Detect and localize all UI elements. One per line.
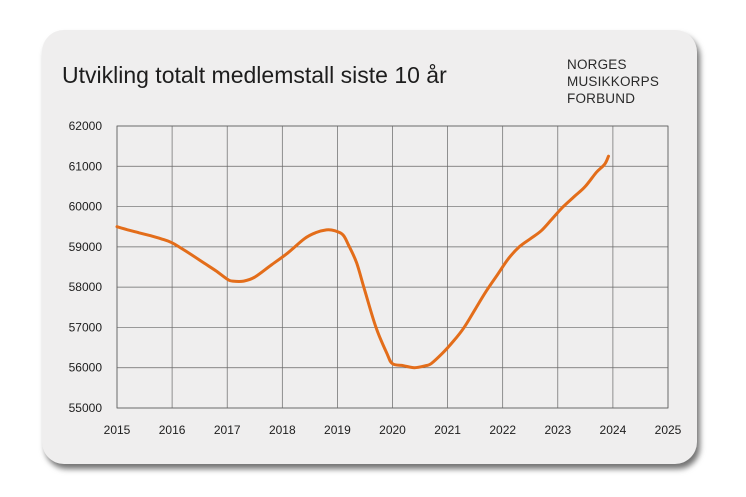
y-tick-label: 62000 bbox=[69, 119, 103, 133]
x-tick-label: 2023 bbox=[544, 423, 571, 437]
series-line-medlemstall bbox=[115, 154, 610, 370]
y-tick-label: 55000 bbox=[69, 401, 103, 415]
logo-line-3: FORBUND bbox=[567, 91, 636, 106]
logo-line-1: NORGES bbox=[567, 57, 627, 72]
x-tick-label: 2020 bbox=[379, 423, 406, 437]
brand-logo: NORGES MUSIKKORPS FORBUND bbox=[567, 56, 659, 107]
x-tick-label: 2018 bbox=[269, 423, 296, 437]
x-tick-label: 2019 bbox=[324, 423, 351, 437]
y-tick-label: 61000 bbox=[69, 159, 103, 173]
x-tick-label: 2016 bbox=[159, 423, 186, 437]
y-tick-label: 60000 bbox=[69, 200, 103, 214]
y-tick-label: 57000 bbox=[69, 320, 103, 334]
y-tick-label: 56000 bbox=[69, 361, 103, 375]
y-tick-label: 58000 bbox=[69, 280, 103, 294]
chart-title: Utvikling totalt medlemstall siste 10 år bbox=[62, 62, 447, 88]
x-tick-label: 2015 bbox=[104, 423, 131, 437]
x-tick-label: 2022 bbox=[489, 423, 516, 437]
logo-line-2: MUSIKKORPS bbox=[567, 74, 660, 89]
y-tick-label: 59000 bbox=[69, 240, 103, 254]
x-tick-label: 2025 bbox=[655, 423, 682, 437]
x-tick-label: 2017 bbox=[214, 423, 241, 437]
x-tick-label: 2021 bbox=[434, 423, 461, 437]
x-tick-label: 2024 bbox=[600, 423, 627, 437]
